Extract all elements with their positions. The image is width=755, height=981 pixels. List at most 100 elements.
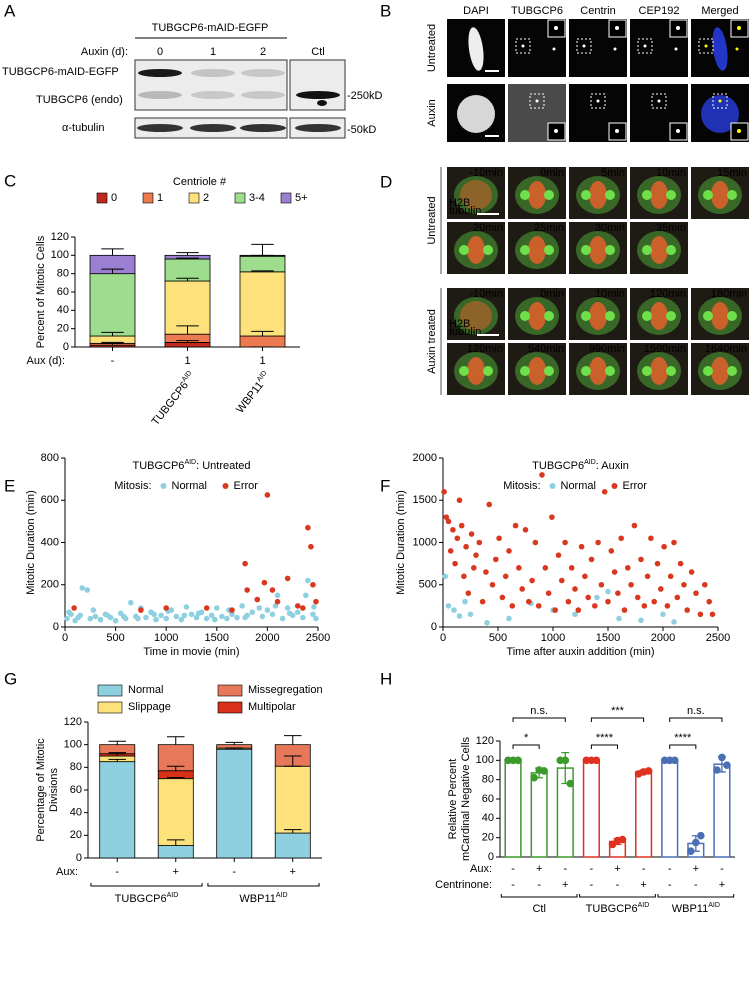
panel-label: G <box>4 669 17 688</box>
chromatin <box>711 181 729 209</box>
bar <box>530 772 548 858</box>
group-label-part: AID <box>167 892 179 899</box>
centrosome <box>552 47 556 51</box>
spindle-pole <box>483 366 493 376</box>
error-bar <box>166 777 185 779</box>
point <box>294 603 301 609</box>
legend-swatch <box>97 684 123 697</box>
y-tick-label: 60 <box>57 286 69 298</box>
group-bracket <box>579 894 656 898</box>
chart-title: TUBGCP6AID: Untreated <box>132 459 250 472</box>
chromatin <box>589 181 607 209</box>
point <box>483 569 489 575</box>
point <box>308 543 314 550</box>
centrosome <box>657 99 661 103</box>
blot-title: TUBGCP6-mAID-EGFP <box>152 22 269 34</box>
point <box>641 603 648 609</box>
x-tick-label: 2500 <box>306 632 330 644</box>
point <box>522 527 529 533</box>
point <box>658 586 664 592</box>
point <box>555 552 562 558</box>
y-tick-label: 20 <box>57 323 69 335</box>
point <box>264 492 271 498</box>
point <box>595 539 601 546</box>
point <box>651 598 657 605</box>
y-axis-label: mCardinal Negative Cells <box>460 736 472 861</box>
point <box>582 573 588 580</box>
point <box>677 560 684 567</box>
group-label: WBP11AID <box>233 370 273 416</box>
spindle-pole <box>642 245 652 255</box>
group-label-part: WBP11 <box>672 903 708 915</box>
bar-segment <box>239 255 286 273</box>
point <box>709 611 716 618</box>
legend-swatch <box>96 192 108 204</box>
spindle-pole <box>727 311 737 321</box>
point <box>687 847 695 855</box>
point <box>173 613 180 620</box>
point <box>608 548 615 554</box>
point <box>64 615 70 622</box>
point <box>723 761 731 769</box>
spindle-pole <box>666 190 676 200</box>
y-tick-label: 0 <box>76 852 82 864</box>
error-bar <box>283 829 302 834</box>
x-axis-label: Time after auxin addition (min) <box>506 646 654 658</box>
point <box>566 779 575 788</box>
centrosome <box>615 129 619 133</box>
point <box>562 539 568 546</box>
group-label: Untreated <box>426 196 438 244</box>
bar-segment <box>274 832 311 859</box>
y-tick-label: 20 <box>70 829 82 841</box>
error-bar <box>176 325 199 335</box>
panel-label: D <box>380 172 392 191</box>
point <box>452 560 458 567</box>
x-tick-label: 1000 <box>541 632 565 644</box>
bar <box>661 759 679 858</box>
point <box>300 614 306 621</box>
point <box>561 756 570 765</box>
point <box>456 497 463 504</box>
blot-band <box>296 91 340 99</box>
point <box>502 573 509 580</box>
spindle-pole <box>703 366 713 376</box>
point <box>532 539 539 546</box>
point <box>473 552 479 558</box>
spindle-pole <box>544 245 554 255</box>
centrosome <box>615 26 619 30</box>
bar-segment <box>274 765 311 834</box>
error-bar <box>166 736 185 745</box>
point <box>542 565 549 571</box>
point <box>594 594 600 601</box>
significance-label: *** <box>611 705 625 717</box>
point <box>163 615 169 622</box>
row-label: Auxin <box>426 99 438 127</box>
error-bar <box>166 839 185 846</box>
blot-membrane <box>134 59 288 111</box>
bar <box>635 771 653 858</box>
point <box>638 617 644 624</box>
group-label: Auxin treated <box>426 309 438 374</box>
point <box>305 577 311 584</box>
point <box>664 603 671 609</box>
point <box>471 565 477 571</box>
lane-label: 2 <box>260 46 266 58</box>
band-label: α-tubulin <box>62 122 104 134</box>
chromatin <box>467 236 485 264</box>
legend-label: Normal <box>561 480 596 492</box>
point <box>565 598 572 605</box>
group-label-part: AID <box>256 370 269 384</box>
point <box>625 565 631 571</box>
spindle-pole <box>666 366 676 376</box>
group-bracket <box>90 883 203 887</box>
legend-title: Mitosis: <box>503 480 540 492</box>
roi-box <box>529 93 545 109</box>
row-value: - <box>694 879 698 891</box>
time-label: 120min <box>650 288 686 300</box>
error-bar <box>176 340 199 343</box>
error-bar <box>166 765 185 771</box>
legend-title: Mitosis: <box>114 480 151 492</box>
chromatin <box>711 302 729 330</box>
blot-row-label: Auxin (d): <box>81 46 128 58</box>
